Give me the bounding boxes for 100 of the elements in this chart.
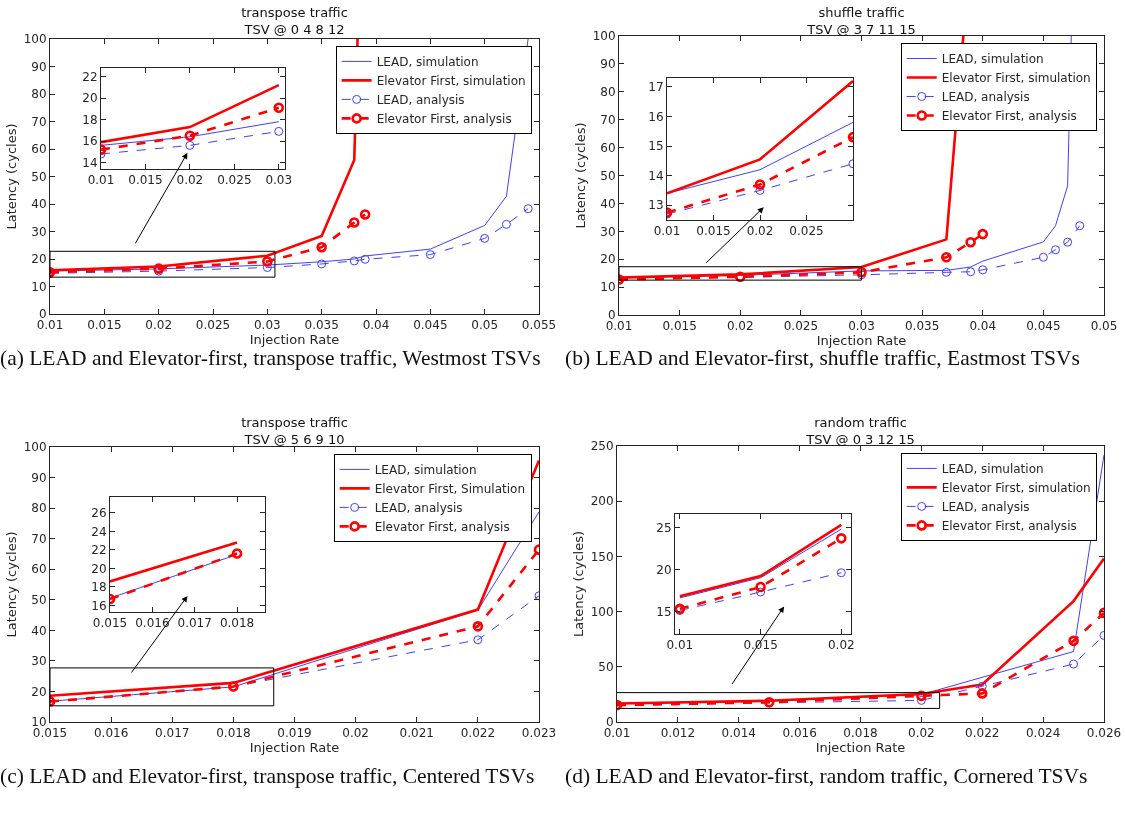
- y-tick-label: 30: [600, 224, 616, 239]
- y-axis-title: Latency (cycles): [3, 123, 19, 230]
- x-tick-label: 0.045: [413, 318, 448, 333]
- text: (a) LEAD and Elevator-first, transpose traffic, Westmost TSVs: [0, 346, 542, 370]
- y-tick-label: 60: [31, 142, 47, 157]
- legend-label: LEAD, simulation: [941, 462, 1044, 477]
- x-axis-title: Injection Rate: [249, 740, 340, 756]
- legend-label: Elevator First, simulation: [376, 74, 526, 89]
- x-tick-label: 0.016: [782, 726, 817, 741]
- y-tick-label: 90: [31, 470, 47, 485]
- y-tick-label: 70: [600, 112, 616, 127]
- x-tick-label: 0.014: [721, 726, 756, 741]
- y-tick-label: 50: [31, 169, 47, 184]
- chart-title: random traffic: [814, 414, 907, 430]
- y-tick-label: 20: [31, 252, 47, 267]
- x-tick-label: 0.017: [155, 726, 190, 741]
- y-tick-label: 16: [82, 134, 98, 149]
- x-tick-label: 0.03: [253, 318, 281, 333]
- y-tick-label: 100: [23, 440, 47, 455]
- x-tick-label: 0.024: [1025, 726, 1061, 741]
- y-tick-label: 80: [31, 501, 47, 516]
- y-tick-label: 13: [648, 198, 664, 213]
- y-tick-label: 14: [82, 155, 98, 170]
- x-tick-label: 0.02: [176, 173, 204, 188]
- x-tick-label: 0.025: [217, 173, 252, 188]
- y-tick-label: 80: [31, 87, 47, 102]
- y-tick-label: 100: [23, 32, 47, 47]
- text: (d) LEAD and Elevator-first, random traffic, Cornered TSVs: [565, 764, 1089, 788]
- y-tick-label: 14: [648, 168, 664, 183]
- x-tick-label: 0.025: [789, 224, 824, 239]
- x-tick-label: 0.02: [827, 638, 855, 653]
- y-tick-label: 30: [31, 654, 47, 669]
- x-tick-label: 0.02: [342, 726, 369, 741]
- x-tick-label: 0.02: [145, 318, 173, 333]
- x-tick-label: 0.015: [92, 616, 128, 631]
- x-tick-label: 0.035: [904, 319, 940, 334]
- x-tick-label: 0.015: [696, 224, 731, 239]
- x-tick-label: 0.01: [603, 726, 631, 741]
- chart-title: shuffle traffic: [818, 4, 905, 20]
- x-tick-label: 0.05: [1090, 319, 1118, 334]
- chart-title: transpose traffic: [241, 4, 348, 20]
- x-tick-label: 0.021: [399, 726, 434, 741]
- y-tick-label: 15: [648, 139, 664, 154]
- x-tick-label: 0.018: [216, 726, 251, 741]
- legend-label: Elevator First, Simulation: [374, 482, 526, 497]
- y-tick-label: 22: [82, 69, 98, 84]
- x-tick-label: 0.03: [848, 319, 875, 334]
- y-axis-title: Latency (cycles): [570, 530, 586, 638]
- x-axis-title: Injection Rate: [816, 333, 907, 349]
- y-tick-label: 15: [656, 604, 672, 619]
- chart-title: transpose traffic: [241, 414, 348, 430]
- y-axis-title: Latency (cycles): [572, 122, 588, 229]
- x-axis-title: Injection Rate: [815, 740, 906, 756]
- y-tick-label: 24: [91, 524, 107, 539]
- chart-subtitle: TSV @ 0 4 8 12: [243, 21, 345, 37]
- x-tick-label: 0.02: [726, 319, 754, 334]
- y-tick-label: 200: [590, 494, 614, 509]
- x-tick-label: 0.01: [87, 173, 115, 188]
- y-tick-label: 40: [31, 623, 47, 638]
- y-tick-label: 10: [600, 280, 616, 295]
- x-tick-label: 0.012: [660, 726, 696, 741]
- x-tick-label: 0.05: [471, 318, 499, 333]
- legend-label: Elevator First, analysis: [941, 109, 1077, 124]
- x-tick-label: 0.04: [969, 319, 997, 334]
- x-tick-label: 0.015: [128, 173, 163, 188]
- y-tick-label: 60: [600, 140, 616, 155]
- x-tick-label: 0.025: [783, 319, 819, 334]
- y-tick-label: 17: [648, 80, 664, 95]
- legend-label: LEAD, simulation: [374, 463, 477, 478]
- x-tick-label: 0.01: [666, 638, 694, 653]
- y-tick-label: 40: [31, 197, 47, 212]
- y-tick-label: 150: [590, 549, 614, 564]
- legend-label: Elevator First, analysis: [941, 519, 1077, 534]
- y-tick-label: 20: [656, 562, 672, 577]
- y-axis-title: Latency (cycles): [3, 531, 19, 638]
- y-tick-label: 250: [590, 439, 614, 454]
- x-tick-label: 0.01: [605, 319, 633, 334]
- legend-label: LEAD, analysis: [374, 501, 463, 516]
- y-tick-label: 20: [31, 684, 47, 699]
- legend-label: Elevator First, simulation: [941, 481, 1091, 496]
- y-tick-label: 40: [600, 196, 616, 211]
- x-tick-label: 0.015: [662, 319, 697, 334]
- y-tick-label: 90: [600, 57, 616, 72]
- x-tick-label: 0.019: [277, 726, 312, 741]
- legend-label: Elevator First, analysis: [376, 112, 512, 127]
- y-tick-label: 16: [91, 598, 107, 613]
- y-tick-label: 70: [31, 114, 47, 129]
- y-tick-label: 50: [600, 168, 616, 183]
- y-tick-label: 50: [598, 660, 614, 674]
- legend-label: LEAD, analysis: [941, 90, 1030, 105]
- y-tick-label: 30: [31, 224, 47, 239]
- legend-label: LEAD, analysis: [941, 500, 1030, 515]
- y-tick-label: 60: [31, 562, 47, 577]
- text: (c) LEAD and Elevator-first, transpose traffic, Centered TSVs: [0, 764, 536, 788]
- x-axis-title: Injection Rate: [249, 332, 340, 348]
- y-tick-label: 50: [31, 592, 47, 607]
- x-tick-label: 0.015: [87, 318, 122, 333]
- x-tick-label: 0.018: [843, 726, 878, 741]
- x-tick-label: 0.025: [195, 318, 231, 333]
- x-tick-label: 0.01: [653, 224, 681, 239]
